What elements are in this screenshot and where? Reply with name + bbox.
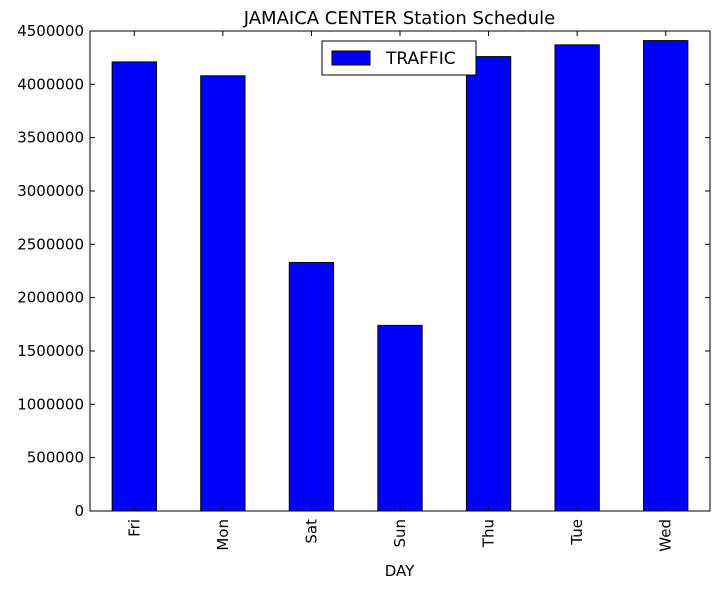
y-tick-label: 1000000 [17, 395, 84, 413]
x-tick-label: Wed [657, 519, 675, 552]
x-axis-label: DAY [385, 562, 415, 580]
x-tick-label: Sun [391, 519, 409, 548]
bar-sat [288, 261, 335, 512]
y-tick-label: 500000 [27, 449, 84, 467]
plot-area: 0 500000 1000000 1500000 2000000 2500000 30000… [17, 22, 711, 552]
y-tick-label: 0 [74, 502, 84, 520]
bar-fri [111, 61, 157, 512]
y-tick-label: 3500000 [17, 129, 84, 147]
bar-wed [643, 40, 689, 512]
legend-swatch [331, 50, 371, 66]
x-tick-label: Mon [214, 519, 232, 551]
y-tick-label: 4000000 [17, 75, 84, 93]
x-tick-label: Fri [125, 519, 143, 537]
y-tick-label: 3000000 [17, 182, 84, 200]
x-tick-label: Sat [302, 519, 320, 544]
legend-box [321, 40, 477, 76]
chart-title: JAMAICA CENTER Station Schedule [243, 8, 556, 29]
y-tick-label: 4500000 [17, 22, 84, 40]
bar-thu [465, 56, 512, 512]
bar-sun [377, 324, 423, 512]
x-tick-label: Tue [568, 519, 586, 546]
legend-label: TRAFFIC [385, 49, 456, 69]
bar-tue [554, 44, 600, 512]
y-tick-label: 1500000 [17, 342, 84, 360]
y-tick-label: 2000000 [17, 289, 84, 307]
bar-mon [200, 75, 246, 512]
x-tick-label: Thu [480, 519, 498, 548]
y-tick-label: 2500000 [17, 235, 84, 253]
